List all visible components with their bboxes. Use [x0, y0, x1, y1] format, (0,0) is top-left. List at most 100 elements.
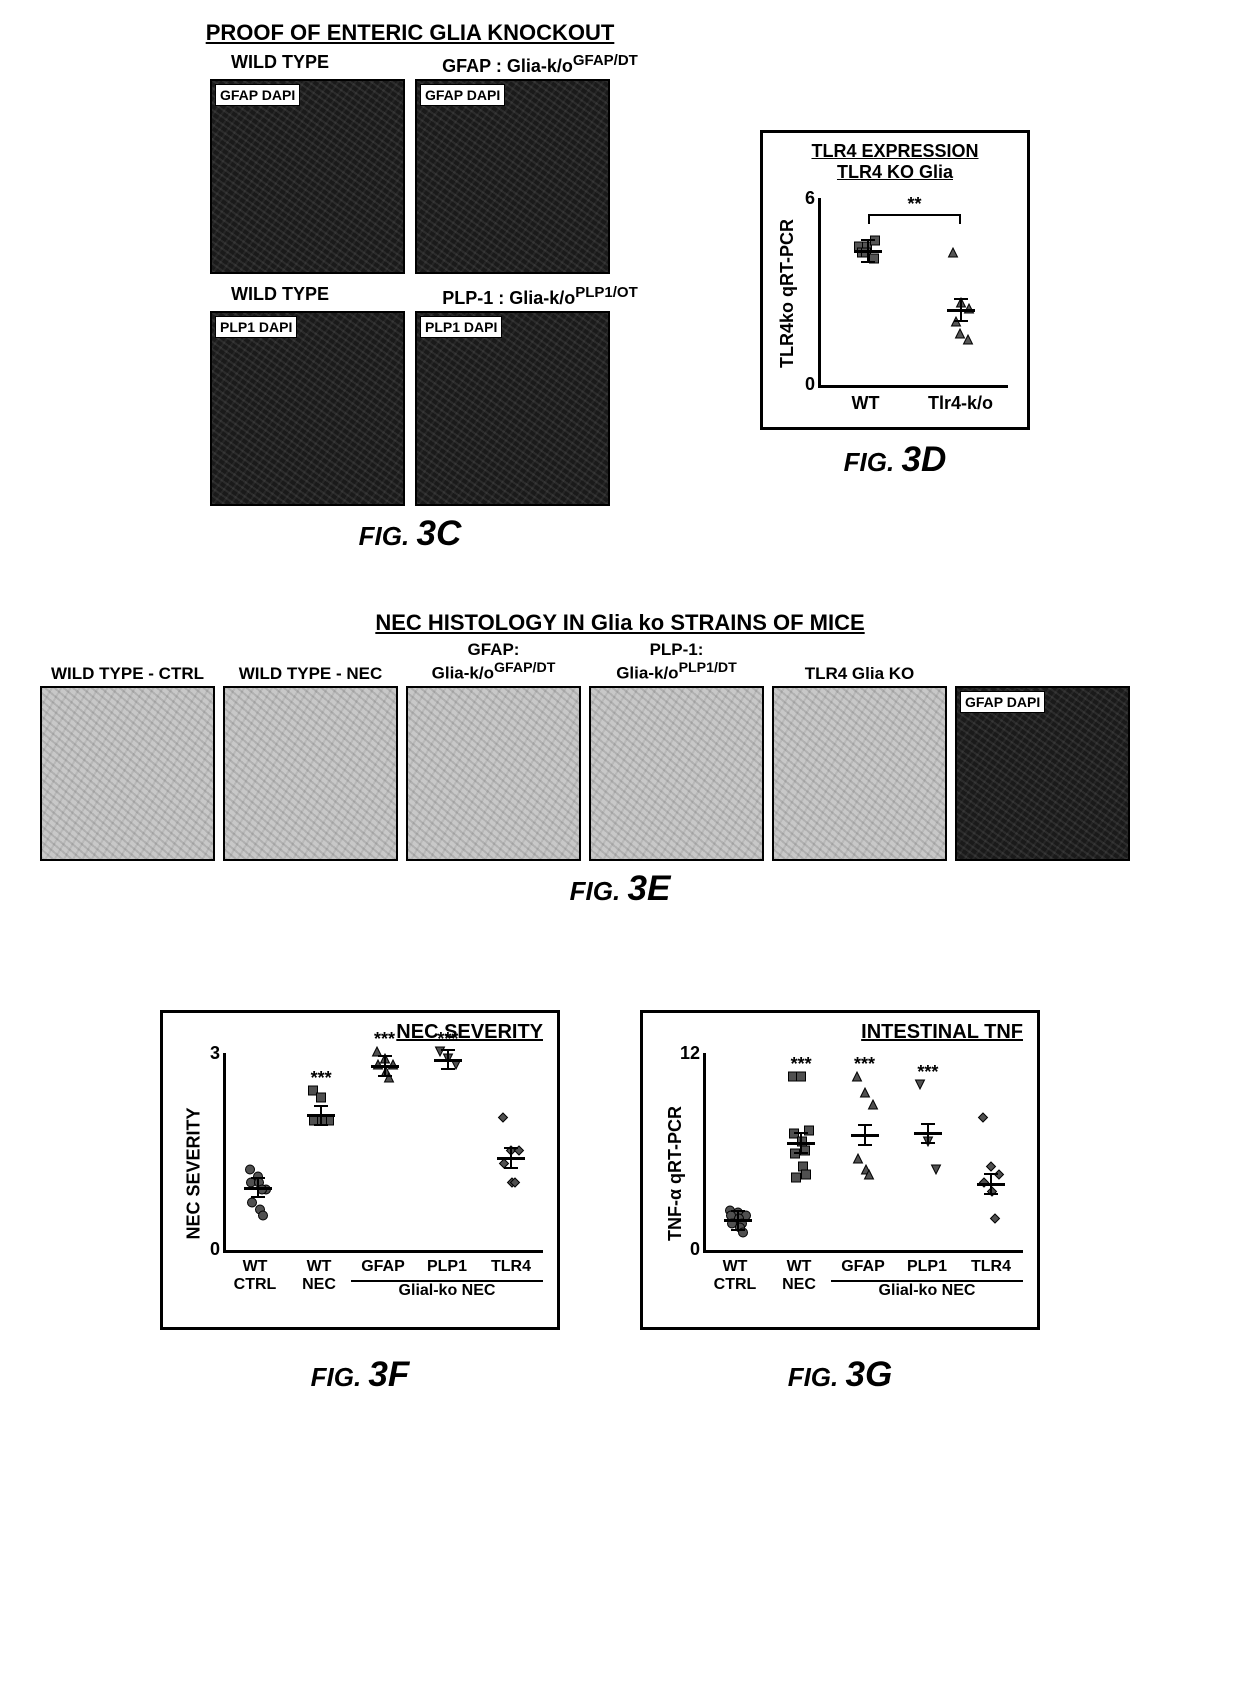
error-cap	[504, 1147, 518, 1149]
error-cap	[731, 1210, 745, 1212]
fig3c-row1-right-header: GFAP : Glia-k/oGFAP/DT	[410, 52, 670, 77]
fig3f-chart: NEC SEVERITY NEC SEVERITY 3 0 ********* …	[160, 1010, 560, 1330]
fig3e-col-header: TLR4 Glia KO	[772, 664, 947, 684]
data-point	[863, 1167, 874, 1185]
error-cap	[441, 1068, 455, 1070]
fig3c-row2-right-header: PLP-1 : Glia-k/oPLP1/OT	[410, 284, 670, 309]
error-bar	[447, 1050, 449, 1070]
fig3f-plot-area: 3 0 *********	[223, 1053, 543, 1253]
significance-label: ***	[437, 1029, 458, 1050]
fig3c-row2-right-image: PLP1 DAPI	[415, 311, 610, 506]
fig3d-xlabels: WT Tlr4-k/o	[818, 393, 1008, 414]
error-bar	[960, 299, 962, 321]
data-point	[510, 1175, 521, 1193]
error-cap	[861, 239, 875, 241]
fig3c-row1-headers: WILD TYPE GFAP : Glia-k/oGFAP/DT	[150, 52, 670, 77]
significance-label: ***	[791, 1054, 812, 1075]
fig3c-row1-images: GFAP DAPI GFAP DAPI	[150, 79, 670, 274]
significance-label: ***	[311, 1068, 332, 1089]
error-bar	[320, 1106, 322, 1126]
fig3g-label-num: 3G	[846, 1355, 893, 1394]
fig3e-inset-label: GFAP DAPI	[960, 691, 1045, 713]
fig3e-image: GFAP DAPI	[955, 686, 1130, 861]
fig3c-row2-left-image: PLP1 DAPI	[210, 311, 405, 506]
fig3c-label-num: 3C	[416, 514, 461, 553]
error-cap	[731, 1229, 745, 1231]
fig3c-row2-right-header-sup: PLP1/OT	[575, 284, 638, 301]
fig3c-row2-images: PLP1 DAPI PLP1 DAPI	[150, 311, 670, 506]
fig3f-ylabel: NEC SEVERITY	[184, 1107, 205, 1239]
error-cap	[314, 1124, 328, 1126]
data-point	[962, 332, 973, 350]
significance-label: ***	[854, 1054, 875, 1075]
group-label: Glial-ko NEC	[831, 1280, 1023, 1300]
fig3e-col-header: GFAP:Glia-k/oGFAP/DT	[406, 640, 581, 684]
data-point	[947, 245, 958, 263]
data-point	[257, 1208, 268, 1226]
error-cap	[921, 1142, 935, 1144]
fig3g-ylabel: TNF-α qRT-PCR	[665, 1106, 686, 1241]
data-point	[737, 1225, 748, 1243]
error-cap	[858, 1124, 872, 1126]
error-cap	[378, 1075, 392, 1077]
error-cap	[861, 261, 875, 263]
fig3g-container: INTESTINAL TNF TNF-α qRT-PCR 12 0 ******…	[640, 1010, 1060, 1395]
error-bar	[257, 1178, 259, 1198]
error-bar	[927, 1124, 929, 1144]
fig3c-row1-right-inset: GFAP DAPI	[420, 84, 505, 106]
fig3e-images: GFAP DAPI	[40, 686, 1200, 861]
fig3f-label: FIG. 3F	[160, 1355, 560, 1395]
fig3e-image	[772, 686, 947, 861]
fig3d-xlabel-0: WT	[818, 393, 913, 414]
group-label: Glial-ko NEC	[351, 1280, 543, 1300]
fig3c-row1-left-header: WILD TYPE	[150, 52, 410, 77]
fig3e-image	[406, 686, 581, 861]
data-point	[930, 1162, 941, 1180]
significance-bracket	[868, 214, 962, 224]
fig3c-row2-right-header-text: PLP-1 : Glia-k/o	[442, 288, 575, 308]
xlabel: WTCTRL	[223, 1258, 287, 1294]
fig3c-row1-left-inset: GFAP DAPI	[215, 84, 300, 106]
fig3c-label-prefix: FIG.	[359, 521, 410, 551]
error-cap	[251, 1177, 265, 1179]
error-cap	[314, 1105, 328, 1107]
error-cap	[794, 1132, 808, 1134]
fig3e-label: FIG. 3E	[40, 869, 1200, 909]
data-point	[990, 1211, 1001, 1229]
data-point	[791, 1170, 802, 1188]
error-bar	[867, 240, 869, 262]
fig3c-row2-left-header: WILD TYPE	[150, 284, 410, 309]
fig3e-col-header: WILD TYPE - CTRL	[40, 664, 215, 684]
data-point	[498, 1110, 509, 1128]
fig3e-col-header	[955, 664, 1130, 684]
error-cap	[954, 320, 968, 322]
fig3e-col-header: WILD TYPE - NEC	[223, 664, 398, 684]
fig3f-ytick-min: 0	[210, 1239, 220, 1260]
xlabel: WTNEC	[287, 1258, 351, 1294]
fig3c-row1-left-image: GFAP DAPI	[210, 79, 405, 274]
fig3c-row2-headers: WILD TYPE PLP-1 : Glia-k/oPLP1/OT	[150, 284, 670, 309]
error-cap	[984, 1173, 998, 1175]
fig3d-ytick-min: 0	[805, 374, 815, 395]
fig3d-ylabel: TLR4ko qRT-PCR	[777, 219, 798, 368]
fig3g-ytick-min: 0	[690, 1239, 700, 1260]
fig3f-label-num: 3F	[368, 1355, 409, 1394]
fig3c-row2-left-inset: PLP1 DAPI	[215, 316, 297, 338]
error-bar	[800, 1133, 802, 1153]
fig3f-label-prefix: FIG.	[311, 1362, 362, 1392]
fig3e-col-header: PLP-1:Glia-k/oPLP1/DT	[589, 640, 764, 684]
fig3g-plot-area: 12 0 *********	[703, 1053, 1023, 1253]
fig3e-label-num: 3E	[627, 869, 670, 908]
error-bar	[384, 1056, 386, 1076]
fig3g-title: INTESTINAL TNF	[861, 1021, 1023, 1044]
xlabel: WTNEC	[767, 1258, 831, 1294]
fig3d-title1: TLR4 EXPRESSION	[763, 141, 1027, 162]
fig3g-label-prefix: FIG.	[788, 1362, 839, 1392]
error-cap	[794, 1152, 808, 1154]
fig3e-headers: WILD TYPE - CTRL WILD TYPE - NEC GFAP:Glia…	[40, 640, 1200, 684]
fig3d-label: FIG. 3D	[760, 440, 1030, 480]
fig3f-container: NEC SEVERITY NEC SEVERITY 3 0 ********* …	[160, 1010, 580, 1395]
fig3f-xlabels: WTCTRLWTNECGFAPPLP1TLR4Glial-ko NEC	[223, 1258, 543, 1294]
error-cap	[921, 1123, 935, 1125]
error-cap	[954, 298, 968, 300]
